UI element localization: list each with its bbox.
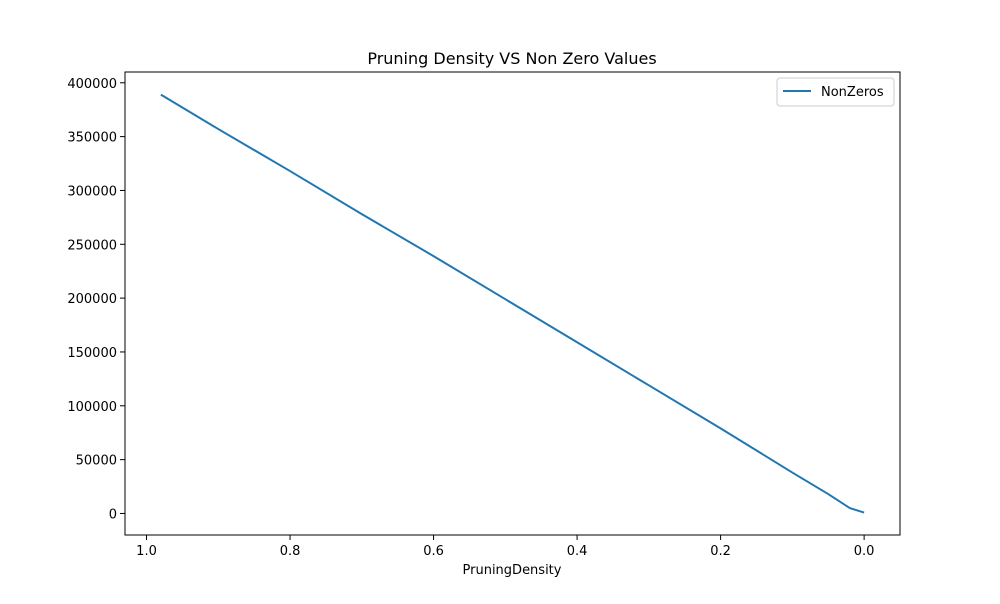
y-tick-label: 150000 (67, 346, 117, 361)
y-tick-label: 300000 (67, 184, 117, 199)
plot-area: 1.0 0.8 0.6 0.4 0.2 0.0 0 50000 100000 150000 2000… (67, 71, 901, 559)
y-tick-label: 50000 (76, 454, 117, 469)
y-tick-label: 400000 (67, 77, 117, 92)
x-tick-label: 0.4 (567, 544, 588, 559)
x-tick-label: 1.0 (136, 544, 157, 559)
y-tick-label: 100000 (67, 400, 117, 415)
y-tick-label: 250000 (67, 238, 117, 253)
y-tick-label: 200000 (67, 292, 117, 307)
chart-title: Pruning Density VS Non Zero Values (367, 49, 656, 68)
axes-frame (124, 71, 901, 536)
legend-box (776, 77, 895, 107)
x-tick-label: 0.0 (854, 544, 875, 559)
y-tick-label: 0 (109, 507, 117, 522)
x-tick-label: 0.2 (710, 544, 731, 559)
y-tick-label: 350000 (67, 131, 117, 146)
x-tick-label: 0.6 (423, 544, 444, 559)
series-line-nonzeros (160, 93, 865, 514)
x-axis-label: PruningDensity (463, 563, 562, 578)
legend-label-nonzeros: NonZeros (821, 85, 884, 100)
legend: NonZeros (776, 77, 895, 107)
x-tick-label: 0.8 (280, 544, 301, 559)
